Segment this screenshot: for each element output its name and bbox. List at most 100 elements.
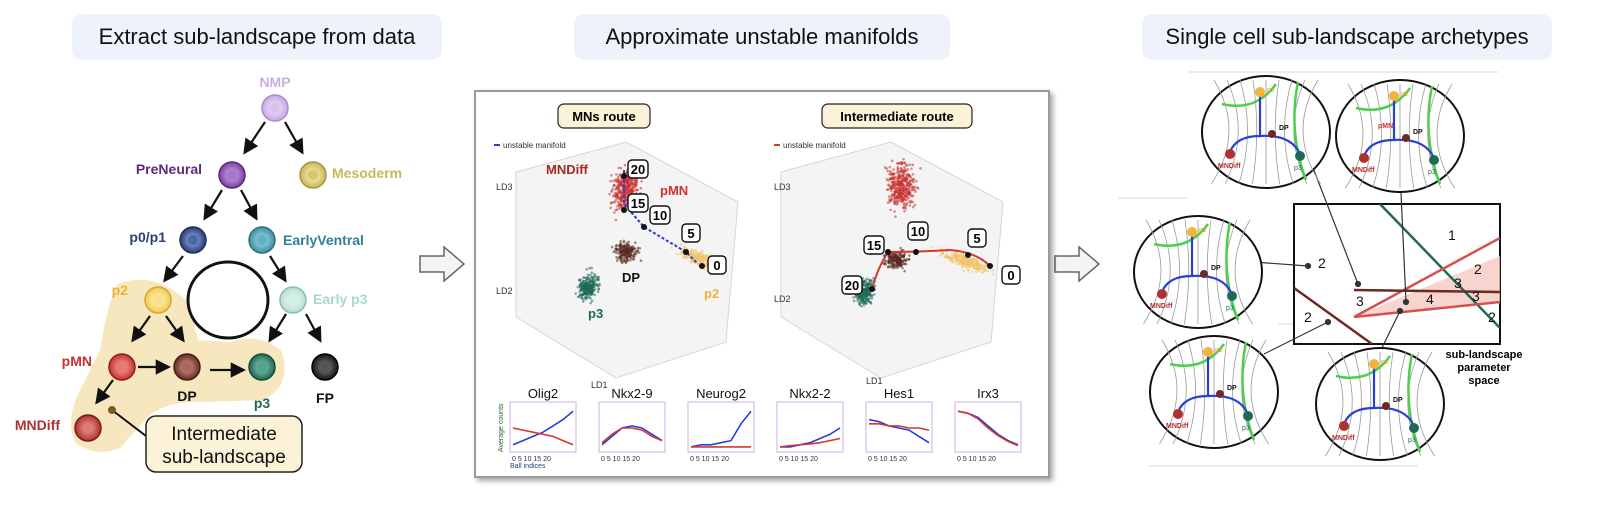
label-mndiff: MNDiff	[15, 417, 60, 433]
mns-label-p3: p3	[588, 306, 603, 321]
svg-text:MNDiff: MNDiff	[1218, 163, 1241, 170]
manifold-panel: MNs route Intermediate route unstable ma…	[474, 90, 1050, 478]
cell-p3	[248, 353, 276, 381]
param-caption-1: sub-landscape	[1445, 349, 1522, 361]
gene-plot-neurog2	[687, 401, 755, 453]
gene-plot-xticks: 0 5 10 15 20	[601, 456, 640, 463]
gene-xlabel: Ball indices	[510, 463, 546, 470]
label-dp: DP	[177, 388, 196, 404]
intermediate-line1: Intermediate	[171, 424, 277, 445]
svg-text:p2: p2	[1215, 347, 1223, 354]
intermediate-line2: sub-landscape	[162, 447, 286, 468]
svg-text:p3: p3	[1242, 425, 1250, 432]
int-axis-ld1: LD1	[866, 376, 883, 386]
label-preneural: PreNeural	[136, 161, 202, 177]
label-nmp: NMP	[259, 74, 290, 90]
svg-text:p2: p2	[1381, 359, 1389, 366]
cell-nmp	[261, 94, 289, 122]
region-3a: 3	[1356, 293, 1364, 309]
svg-text:MNDiff: MNDiff	[1166, 423, 1189, 430]
region-4: 4	[1426, 291, 1434, 307]
svg-text:MNDiff: MNDiff	[1332, 435, 1355, 442]
gene-plot-xticks: 0 5 10 15 20	[512, 456, 551, 463]
label-p3: p3	[254, 395, 271, 411]
landscape-2: p2 DP MNDiff p3 pMN	[1335, 79, 1465, 193]
svg-text:DP: DP	[1413, 129, 1423, 136]
landscape-1: p2 DP MNDiff p3	[1201, 75, 1331, 189]
region-2d: 2	[1304, 309, 1312, 325]
gene-plot-xticks: 0 5 10 15 20	[779, 456, 818, 463]
mns-manifold-line	[623, 170, 699, 265]
header-middle: Approximate unstable manifolds	[574, 14, 950, 60]
gene-curve-int	[779, 437, 841, 448]
cell-fp	[311, 353, 339, 381]
gene-curve-mns	[601, 425, 663, 446]
mns-label-dp: DP	[622, 270, 640, 285]
int-axis-ld2: LD2	[774, 294, 791, 304]
header-right: Single cell sub-landscape archetypes	[1142, 14, 1552, 60]
svg-text:p2: p2	[1401, 91, 1409, 98]
svg-text:p3: p3	[1226, 305, 1234, 312]
landscape-4: p2 DP MNDiff p3	[1149, 335, 1279, 449]
region-2a: 2	[1318, 255, 1326, 271]
cell-p2	[144, 286, 172, 314]
flow-arrow-2	[1054, 245, 1101, 283]
gene-expression-plots: Olig2 0 5 10 15 20 Nkx2-9 0 5 10 15 20 Neuro…	[509, 386, 1022, 463]
cell-earlyp3	[279, 286, 307, 314]
mns-axis-ld3: LD3	[496, 182, 513, 192]
svg-text:DP: DP	[1393, 397, 1403, 404]
svg-text:p3: p3	[1428, 169, 1436, 176]
svg-text:DP: DP	[1279, 125, 1289, 132]
int-ball-20: 20	[845, 278, 859, 293]
mns-ball-5: 5	[687, 226, 694, 241]
cell-preneural	[218, 161, 246, 189]
svg-text:MNDiff: MNDiff	[1150, 303, 1173, 310]
cell-mesoderm	[299, 161, 327, 189]
gene-curve-int	[601, 427, 663, 444]
svg-text:MNDiff: MNDiff	[1352, 167, 1375, 174]
gene-curve-int	[957, 410, 1019, 447]
gene-curve-mns	[690, 410, 752, 448]
region-2c: 2	[1488, 309, 1496, 325]
mns-label-pmn: pMN	[660, 183, 688, 198]
mns-axis-ld2: LD2	[496, 286, 513, 296]
param-caption-2: parameter	[1457, 362, 1511, 374]
cell-earlyventral	[248, 226, 276, 254]
mns-ball-15: 15	[631, 196, 645, 211]
gene-plot-title: Nkx2-2	[789, 386, 830, 401]
cell-p0p1	[179, 226, 207, 254]
mns-label-mndiff: MNDiff	[546, 162, 589, 177]
param-caption-3: space	[1468, 375, 1499, 387]
gene-plot-olig2	[509, 401, 577, 453]
int-ball-10: 10	[911, 224, 925, 239]
gene-curve-int	[869, 422, 930, 431]
svg-text:p3: p3	[1294, 165, 1302, 172]
mns-label-p2: p2	[704, 286, 719, 301]
gene-plot-hes1	[865, 401, 933, 453]
mns-ball-20: 20	[631, 162, 645, 177]
gene-plot-title: Neurog2	[696, 386, 746, 401]
gene-curve-mns	[780, 427, 841, 448]
svg-text:p2: p2	[1267, 87, 1275, 94]
mns-ball-10: 10	[653, 208, 667, 223]
gene-curve-mns	[512, 410, 574, 446]
gene-plot-xticks: 0 5 10 15 20	[957, 456, 996, 463]
gene-curve-int	[512, 427, 574, 446]
svg-text:pMN: pMN	[1378, 123, 1393, 130]
header-left: Extract sub-landscape from data	[72, 14, 442, 60]
lineage-tree: NMP PreNeural Mesoderm p0/p1 EarlyVentra…	[15, 74, 402, 473]
intermediate-route-title: Intermediate route	[840, 109, 953, 124]
svg-text:DP: DP	[1227, 385, 1237, 392]
mns-axis-ld1: LD1	[591, 380, 608, 390]
label-mesoderm: Mesoderm	[332, 165, 402, 181]
svg-text:DP: DP	[1211, 265, 1221, 272]
label-p2: p2	[112, 282, 129, 298]
gene-plot-title: Hes1	[884, 386, 914, 401]
landscape-3: p2 DP MNDiff p3	[1133, 215, 1263, 329]
int-ball-15: 15	[867, 238, 881, 253]
int-axis-ld3: LD3	[774, 182, 791, 192]
gene-plot-xticks: 0 5 10 15 20	[690, 456, 729, 463]
label-p0p1: p0/p1	[129, 229, 166, 245]
mns-route-title: MNs route	[572, 109, 636, 124]
